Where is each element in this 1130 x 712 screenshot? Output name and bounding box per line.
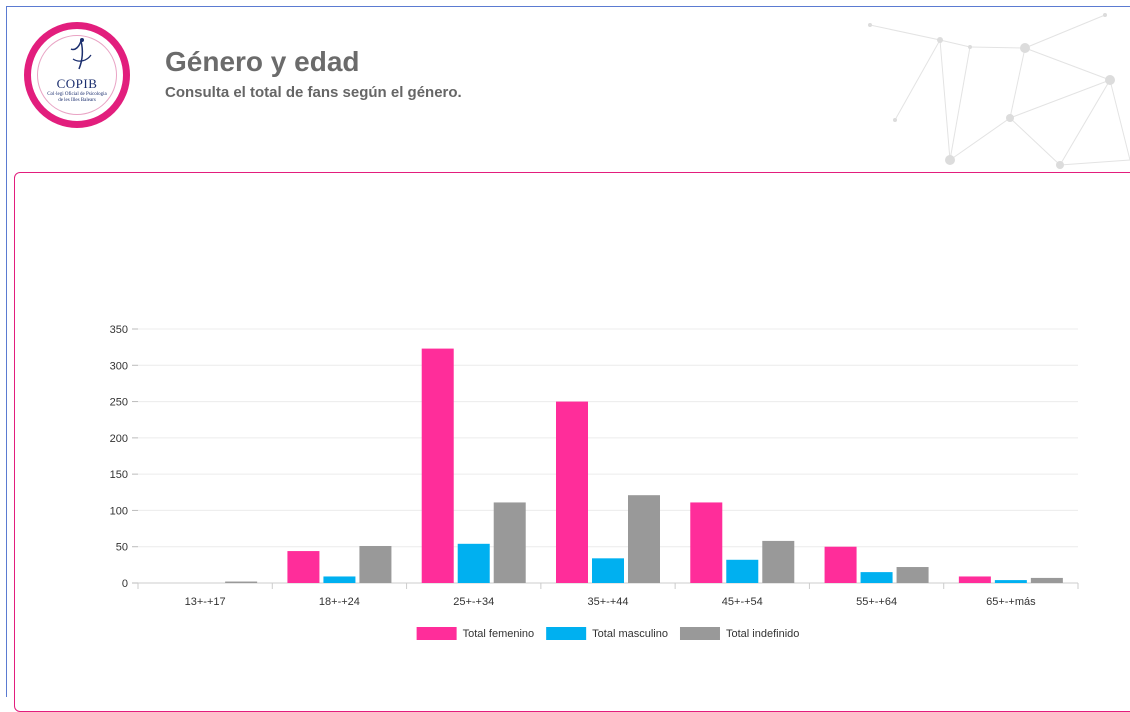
bar[interactable]: [323, 576, 356, 583]
y-tick-label: 100: [110, 505, 128, 517]
bar[interactable]: [958, 576, 991, 583]
logo-inner-ring: [37, 35, 117, 115]
x-tick-label: 18+-+24: [319, 596, 360, 608]
bar[interactable]: [762, 540, 795, 583]
bar[interactable]: [726, 559, 759, 583]
y-tick-label: 50: [116, 542, 128, 554]
bar[interactable]: [359, 545, 392, 583]
x-axis-ticks: 13+-+17 18+-+24 25+-+34 35+-+44 45+-+54 55+-+…: [137, 583, 1079, 608]
bar[interactable]: [994, 580, 1027, 583]
legend-label: Total masculino: [592, 628, 668, 640]
y-tick-label: 350: [110, 324, 128, 336]
bar[interactable]: [287, 551, 320, 583]
x-tick-label: 13+-+17: [185, 596, 226, 608]
y-axis-ticks: 0 50 100 150 200 250 300 350: [110, 324, 138, 590]
dancer-figure-icon: [70, 38, 92, 70]
chart-bars: [225, 348, 1063, 583]
bar[interactable]: [896, 567, 929, 583]
network-decoration-icon: [868, 13, 1130, 169]
y-tick-label: 300: [110, 360, 128, 372]
bar[interactable]: [824, 546, 857, 583]
y-tick-label: 0: [122, 578, 128, 590]
legend-label: Total indefinido: [726, 628, 799, 640]
bar[interactable]: [556, 401, 588, 583]
page-subtitle: Consulta el total de fans según el géner…: [165, 84, 462, 101]
bar[interactable]: [690, 502, 723, 583]
page-title: Género y edad: [165, 46, 360, 77]
y-tick-label: 250: [110, 397, 128, 409]
logo-subtext: Col·legi Oficial de Psicologia de les Il…: [47, 92, 107, 103]
y-tick-label: 200: [110, 433, 128, 445]
bar[interactable]: [628, 495, 660, 583]
legend-label: Total femenino: [463, 628, 535, 640]
x-tick-label: 35+-+44: [588, 596, 629, 608]
legend-swatch[interactable]: [679, 627, 720, 640]
legend-swatch[interactable]: [546, 627, 587, 640]
bar[interactable]: [457, 543, 490, 583]
x-tick-label: 55+-+64: [856, 596, 897, 608]
logo-name: COPIB: [56, 76, 98, 91]
chart-legend[interactable]: Total femenino Total masculino Total indef…: [416, 627, 800, 640]
bar[interactable]: [421, 348, 454, 583]
bar[interactable]: [860, 572, 893, 583]
x-tick-label: 45+-+54: [722, 596, 763, 608]
bar[interactable]: [493, 502, 526, 583]
page-header: COPIB Col·legi Oficial de Psicologia de …: [0, 0, 1130, 169]
x-tick-label: 65+-+más: [986, 596, 1036, 608]
bar[interactable]: [1030, 577, 1063, 583]
copib-logo: COPIB Col·legi Oficial de Psicologia de …: [24, 22, 130, 128]
bar-chart: 0 50 100 150 200 250 300 350 13+-+17 18+-+24 25+-…: [110, 324, 1079, 640]
page-frame: [6, 6, 1130, 697]
bar[interactable]: [592, 558, 624, 583]
y-tick-label: 150: [110, 469, 128, 481]
x-tick-label: 25+-+34: [453, 596, 494, 608]
chart-grid: [138, 328, 1078, 584]
legend-swatch[interactable]: [416, 627, 457, 640]
bar[interactable]: [225, 581, 258, 583]
